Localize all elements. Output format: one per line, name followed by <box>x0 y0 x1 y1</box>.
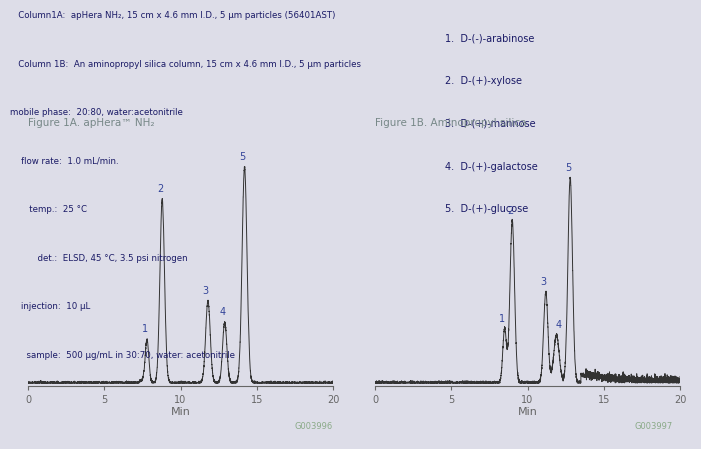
Text: 1: 1 <box>499 313 505 324</box>
Text: 4.  D-(+)-galactose: 4. D-(+)-galactose <box>445 162 538 172</box>
Text: 5: 5 <box>565 163 571 173</box>
Text: G003996: G003996 <box>294 422 333 431</box>
Text: Figure 1B. Aminopropyl silica: Figure 1B. Aminopropyl silica <box>375 118 526 128</box>
Text: mobile phase:  20:80, water:acetonitrile: mobile phase: 20:80, water:acetonitrile <box>10 108 183 117</box>
Text: injection:  10 μL: injection: 10 μL <box>10 302 90 311</box>
Text: 5: 5 <box>239 152 245 162</box>
Text: 2.  D-(+)-xylose: 2. D-(+)-xylose <box>445 76 522 86</box>
Text: Column1A:  apHera NH₂, 15 cm x 4.6 mm I.D., 5 μm particles (56401AST): Column1A: apHera NH₂, 15 cm x 4.6 mm I.D… <box>10 11 335 20</box>
Text: 3: 3 <box>203 286 209 295</box>
Text: sample:  500 μg/mL in 30:70, water: acetonitrile: sample: 500 μg/mL in 30:70, water: aceto… <box>10 351 235 360</box>
X-axis label: Min: Min <box>517 406 538 417</box>
Text: temp.:  25 °C: temp.: 25 °C <box>10 205 87 214</box>
Text: 5.  D-(+)-glucose: 5. D-(+)-glucose <box>445 204 529 214</box>
X-axis label: Min: Min <box>170 406 191 417</box>
Text: flow rate:  1.0 mL/min.: flow rate: 1.0 mL/min. <box>10 157 118 166</box>
Text: Column 1B:  An aminopropyl silica column, 15 cm x 4.6 mm I.D., 5 μm particles: Column 1B: An aminopropyl silica column,… <box>10 60 361 69</box>
Text: 1.  D-(-)-arabinose: 1. D-(-)-arabinose <box>445 34 534 44</box>
Text: 1: 1 <box>142 324 148 335</box>
Text: 3.  D-(+)-mannose: 3. D-(+)-mannose <box>445 119 536 129</box>
Text: 4: 4 <box>219 307 226 317</box>
Text: det.:  ELSD, 45 °C, 3.5 psi nitrogen: det.: ELSD, 45 °C, 3.5 psi nitrogen <box>10 254 187 263</box>
Text: 3: 3 <box>540 277 547 287</box>
Text: G003997: G003997 <box>634 422 673 431</box>
Text: 2: 2 <box>507 206 513 216</box>
Text: Figure 1A. apHera™ NH₂: Figure 1A. apHera™ NH₂ <box>28 118 154 128</box>
Text: 2: 2 <box>157 184 163 194</box>
Text: 4: 4 <box>556 320 562 330</box>
